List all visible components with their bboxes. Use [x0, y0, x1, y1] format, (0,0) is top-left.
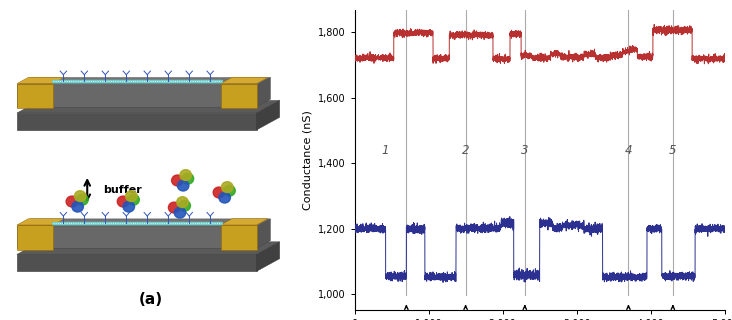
Bar — [17, 84, 53, 108]
Circle shape — [123, 201, 135, 212]
Bar — [17, 227, 257, 248]
Bar — [17, 113, 257, 130]
Circle shape — [213, 187, 225, 198]
Polygon shape — [17, 77, 64, 84]
Circle shape — [77, 194, 88, 205]
Polygon shape — [17, 219, 64, 225]
Bar — [17, 85, 257, 107]
Circle shape — [222, 182, 233, 193]
Circle shape — [72, 201, 83, 212]
Text: 1: 1 — [382, 144, 389, 157]
Polygon shape — [257, 100, 280, 130]
Polygon shape — [17, 100, 280, 113]
Circle shape — [224, 185, 235, 196]
Circle shape — [219, 192, 231, 203]
Text: (a): (a) — [139, 292, 163, 308]
Polygon shape — [17, 77, 270, 85]
Text: 2: 2 — [462, 144, 469, 157]
Text: 4: 4 — [624, 144, 632, 157]
Polygon shape — [17, 242, 280, 254]
Y-axis label: Conductance (nS): Conductance (nS) — [302, 110, 313, 210]
Circle shape — [176, 197, 188, 208]
Text: 5: 5 — [669, 144, 676, 157]
Text: 3: 3 — [521, 144, 529, 157]
Polygon shape — [17, 219, 270, 227]
Circle shape — [128, 194, 139, 205]
Polygon shape — [257, 219, 270, 248]
Polygon shape — [257, 77, 270, 107]
Polygon shape — [220, 219, 268, 225]
Circle shape — [126, 191, 137, 202]
Polygon shape — [220, 77, 268, 84]
Bar — [17, 254, 257, 271]
Circle shape — [182, 173, 194, 184]
Circle shape — [177, 180, 189, 191]
Polygon shape — [257, 242, 280, 271]
Circle shape — [117, 196, 129, 207]
Circle shape — [75, 191, 86, 202]
Circle shape — [179, 200, 190, 211]
Circle shape — [180, 170, 192, 180]
Text: NW2
n-type: NW2 n-type — [731, 232, 732, 255]
Bar — [220, 84, 257, 108]
Bar — [17, 225, 53, 250]
Bar — [220, 225, 257, 250]
Circle shape — [171, 175, 183, 186]
Text: buffer: buffer — [103, 185, 142, 195]
Text: NW1
p-type: NW1 p-type — [731, 31, 732, 53]
Circle shape — [66, 196, 78, 207]
Circle shape — [174, 207, 186, 218]
Circle shape — [168, 202, 180, 213]
